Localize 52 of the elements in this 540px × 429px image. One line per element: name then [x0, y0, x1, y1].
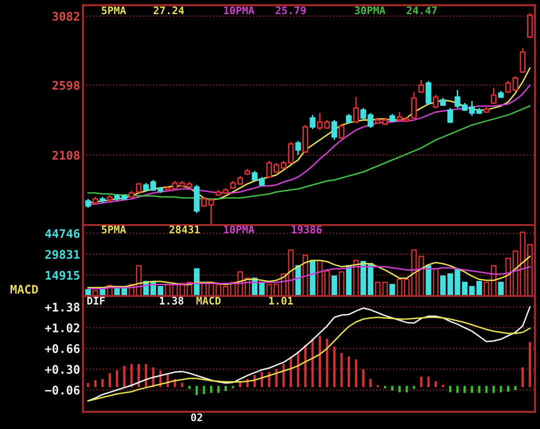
- candlestick: [411, 91, 417, 120]
- text: 30PMA: [354, 6, 386, 14]
- bar: [324, 270, 330, 296]
- y-tick-label: 14915: [46, 270, 80, 280]
- text: 10PMA: [224, 6, 254, 14]
- annotation: 24.47: [406, 6, 437, 14]
- candlestick: [310, 114, 316, 130]
- annotation: 28431: [169, 226, 200, 234]
- candlestick: [426, 80, 432, 105]
- y-tick-label: +1.02: [45, 323, 80, 332]
- bar: [332, 276, 338, 296]
- candlestick: [527, 12, 533, 39]
- x-tick-label: 02: [191, 413, 202, 422]
- annotation: 27.24: [154, 6, 184, 14]
- bar: [338, 271, 344, 296]
- candlestick: [432, 94, 439, 109]
- annotation: 1.38: [160, 296, 184, 305]
- bar: [389, 284, 396, 296]
- y-tick-label: 2108: [52, 150, 80, 160]
- y-axis-title: MACD: [10, 284, 38, 294]
- text: 10PMA: [224, 226, 254, 234]
- annotation: 25.79: [276, 6, 306, 14]
- bar: [302, 254, 308, 296]
- candlestick: [520, 47, 526, 74]
- y-tick-label: 29831: [45, 250, 80, 259]
- candlestick: [295, 140, 301, 156]
- y-tick-label: 44746: [45, 229, 80, 238]
- candlestick: [353, 96, 359, 124]
- candlestick: [447, 107, 454, 124]
- annotation: 19386: [292, 226, 322, 234]
- text: 5PMA: [102, 226, 126, 234]
- line-series: [87, 256, 531, 288]
- candlestick: [490, 87, 497, 105]
- bar: [484, 282, 490, 296]
- candlestick: [338, 123, 344, 140]
- y-tick-label: +0.66: [45, 344, 80, 354]
- annotation: 1.01: [269, 296, 293, 305]
- y-tick-label: 2598: [52, 80, 80, 90]
- bar: [498, 282, 504, 296]
- y-tick-label: −0.06: [45, 386, 80, 395]
- text: 5PMA: [102, 6, 126, 14]
- candlestick: [418, 79, 424, 94]
- text: DIF: [87, 296, 105, 305]
- y-tick-label: +1.38: [45, 302, 80, 312]
- text: MACD: [196, 296, 221, 305]
- y-tick-label: 3082: [52, 12, 80, 21]
- candlestick: [194, 184, 200, 214]
- candlestick: [331, 119, 338, 141]
- line-series: [87, 266, 531, 290]
- y-tick-label: +0.30: [45, 364, 80, 374]
- bar: [426, 265, 432, 296]
- bar: [432, 268, 439, 296]
